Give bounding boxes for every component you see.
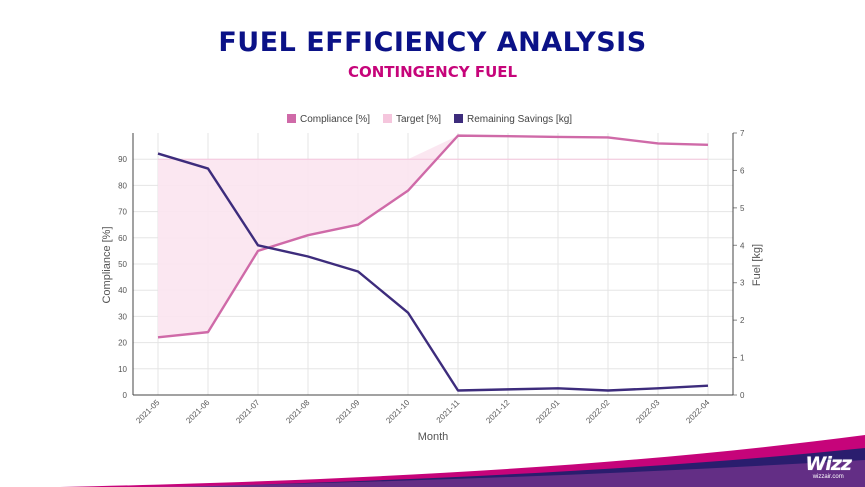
- y2-tick-label: 6: [740, 166, 745, 175]
- wizz-brand: Wizz wizzair.com: [805, 453, 852, 481]
- x-tick-label: 2022-02: [584, 398, 612, 426]
- y2-tick-label: 3: [740, 279, 745, 288]
- x-tick-label: 2021-08: [284, 398, 312, 426]
- legend-savings-label: Remaining Savings [kg]: [467, 114, 572, 125]
- legend-target-label: Target [%]: [396, 114, 441, 125]
- x-tick-label: 2021-06: [184, 398, 212, 426]
- compliance-line: [157, 134, 709, 339]
- x-tick-label: 2021-07: [234, 398, 262, 426]
- savings-line: [157, 152, 709, 392]
- y-tick-label: 0: [123, 391, 128, 400]
- brand-url: wizzair.com: [812, 474, 844, 480]
- x-tick-label: 2022-03: [634, 398, 662, 426]
- y-axis-title: Compliance [%]: [101, 226, 113, 303]
- wizz-logo: Wizz: [805, 453, 852, 475]
- x-tick-label: 2021-12: [484, 398, 512, 426]
- y2-tick-label: 1: [740, 354, 745, 363]
- y2-tick-label: 5: [740, 204, 745, 213]
- chart-axes: [132, 132, 737, 396]
- x-tick-label: 2022-01: [534, 398, 562, 426]
- legend-compliance-swatch: [287, 114, 296, 123]
- x-axis-title: Month: [418, 431, 449, 443]
- footer-swoosh-light: [140, 460, 865, 487]
- y-tick-label: 20: [118, 339, 127, 348]
- y-tick-label: 40: [118, 286, 127, 295]
- legend-savings-swatch: [454, 114, 463, 123]
- x-tick-label: 2021-10: [384, 398, 412, 426]
- y2-tick-label: 2: [740, 316, 745, 325]
- x-tick-label: 2021-05: [134, 398, 162, 426]
- y-tick-label: 30: [118, 312, 127, 321]
- y2-axis-title: Fuel [kg]: [751, 244, 763, 286]
- target-area-layer: [158, 135, 708, 338]
- y-tick-label: 90: [118, 155, 127, 164]
- y2-tick-label: 0: [740, 391, 745, 400]
- y2-tick-label: 4: [740, 241, 745, 250]
- chart-legend: Compliance [%] Target [%] Remaining Saving…: [287, 114, 572, 125]
- y-tick-label: 10: [118, 365, 127, 374]
- legend-target-swatch: [383, 114, 392, 123]
- series-line-layer: [157, 134, 709, 392]
- x-tick-label: 2022-04: [684, 398, 712, 426]
- y-tick-label: 80: [118, 181, 127, 190]
- legend-compliance-label: Compliance [%]: [300, 114, 370, 125]
- x-tick-label: 2021-11: [435, 398, 462, 425]
- y-tick-label: 60: [118, 234, 127, 243]
- target-area: [158, 135, 708, 338]
- y-tick-label: 50: [118, 260, 127, 269]
- x-tick-label: 2021-09: [334, 398, 362, 426]
- y-tick-label: 70: [118, 208, 127, 217]
- page-title: FUEL EFFICIENCY ANALYSIS: [218, 27, 647, 58]
- page-subtitle: CONTINGENCY FUEL: [347, 63, 518, 81]
- y2-tick-label: 7: [740, 129, 745, 138]
